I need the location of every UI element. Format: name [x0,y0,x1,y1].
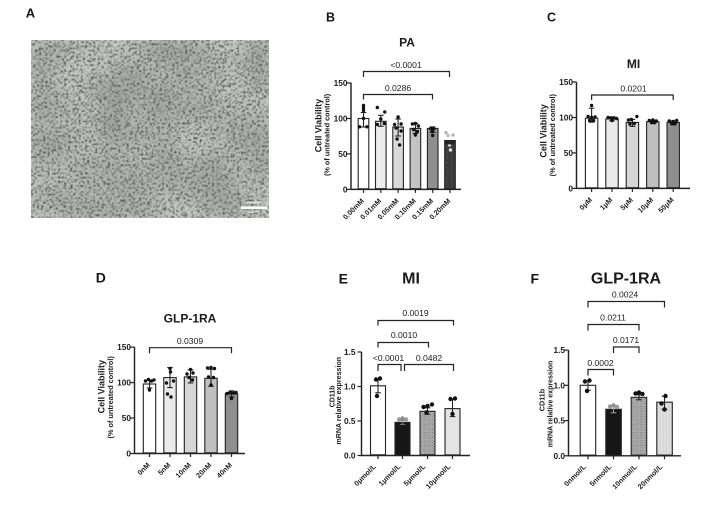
svg-text:C: C [547,11,556,25]
svg-text:0.0309: 0.0309 [177,336,204,346]
svg-text:0: 0 [126,449,131,459]
svg-text:PA: PA [399,36,415,50]
svg-text:(% of untreated control): (% of untreated control) [106,356,115,439]
svg-text:F: F [531,271,540,287]
svg-text:0.0201: 0.0201 [620,84,647,94]
svg-text:<0.0001: <0.0001 [373,353,405,363]
svg-text:Cell Viability: Cell Viability [314,99,324,152]
svg-text:150: 150 [334,78,348,88]
svg-text:(% of untreated control): (% of untreated control) [322,93,331,176]
svg-text:B: B [326,11,335,25]
svg-text:A: A [26,6,36,21]
svg-text:1.0: 1.0 [553,380,565,390]
svg-text:150: 150 [559,77,573,87]
svg-text:1.5: 1.5 [344,347,356,357]
svg-text:GLP-1RA: GLP-1RA [591,271,662,288]
svg-text:50: 50 [564,148,574,158]
svg-text:50: 50 [338,149,348,159]
svg-text:D: D [96,269,106,285]
svg-text:100: 100 [559,113,573,123]
svg-text:0.0024: 0.0024 [612,290,639,300]
svg-text:GLP-1RA: GLP-1RA [164,312,217,326]
svg-text:0.5: 0.5 [344,416,356,426]
svg-text:mRNA relative expression: mRNA relative expression [335,357,343,445]
svg-text:0.0019: 0.0019 [402,308,429,318]
svg-text:(% of untreated control): (% of untreated control) [548,93,557,176]
svg-text:0.0171: 0.0171 [613,335,640,345]
svg-text:MI: MI [627,57,640,71]
svg-text:0.0: 0.0 [344,451,356,461]
svg-text:0: 0 [568,183,573,193]
svg-text:mRNA relative expression: mRNA relative expression [548,361,555,448]
svg-text:E: E [339,271,348,287]
svg-text:0.0286: 0.0286 [385,83,412,93]
svg-text:Cell Viability: Cell Viability [539,104,549,157]
svg-text:0.0002: 0.0002 [587,358,614,368]
svg-text:0.0010: 0.0010 [391,330,418,340]
svg-text:CD11b: CD11b [329,386,336,408]
svg-text:0.5: 0.5 [553,416,565,426]
svg-text:Cell Viability: Cell Viability [96,360,106,413]
svg-text:MI: MI [402,271,420,288]
svg-text:CD11b: CD11b [538,388,547,411]
svg-text:<0.0001: <0.0001 [390,60,422,70]
svg-text:0.0482: 0.0482 [416,353,443,363]
svg-text:1.0: 1.0 [344,382,356,392]
svg-text:50: 50 [122,413,132,423]
svg-text:150: 150 [117,342,131,352]
svg-text:100: 100 [117,378,131,388]
svg-text:100: 100 [334,114,348,124]
svg-text:0.0: 0.0 [553,451,565,461]
svg-text:0: 0 [343,184,348,194]
svg-text:1.5: 1.5 [553,345,565,355]
svg-text:0.0211: 0.0211 [600,313,626,323]
